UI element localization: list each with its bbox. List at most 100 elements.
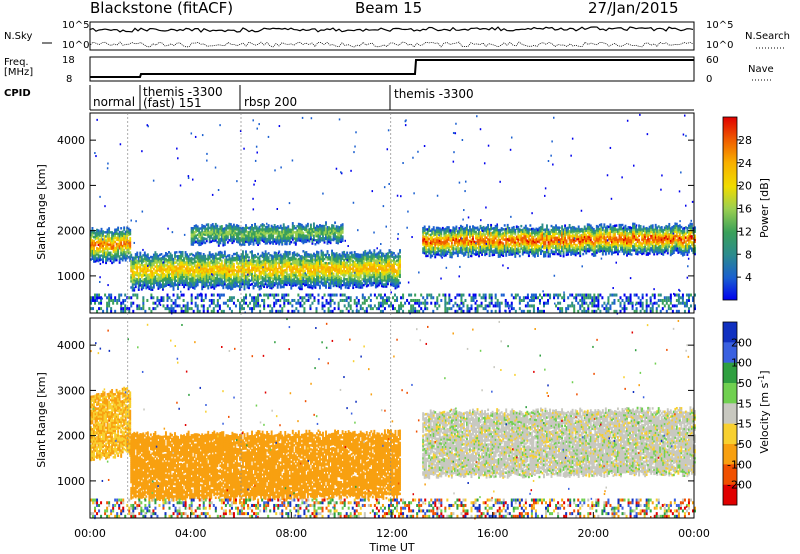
heatmap-cell: [154, 271, 157, 274]
heatmap-cell: [94, 237, 97, 241]
heatmap-cell: [114, 255, 117, 258]
heatmap-cell: [140, 284, 143, 287]
heatmap-cell: [140, 269, 143, 273]
heatmap-cell: [137, 262, 140, 265]
heatmap-cell: [164, 284, 167, 287]
heatmap-cell: [334, 221, 337, 224]
heatmap-cell: [106, 230, 109, 234]
nsky-panel: 10^5 10^0 10^5 10^0: [42, 20, 786, 51]
heatmap-cell: [177, 287, 179, 291]
heatmap-cell: [350, 251, 353, 254]
heatmap-cell: [112, 260, 115, 264]
heatmap-cell: [108, 237, 111, 240]
heatmap-cell: [129, 243, 132, 246]
heatmap-cell: [148, 265, 151, 268]
heatmap-cell: [242, 250, 244, 253]
heatmap-cell: [130, 278, 133, 281]
heatmap-cell: [134, 261, 137, 264]
heatmap-cell: [149, 263, 152, 267]
heatmap-cell: [124, 257, 127, 260]
heatmap-cell: [134, 281, 137, 285]
heatmap-cell: [229, 223, 232, 226]
heatmap-cell: [102, 242, 104, 245]
heatmap-cell: [164, 258, 167, 261]
heatmap-cell: [124, 238, 127, 242]
heatmap-cell: [171, 278, 173, 282]
heatmap-cell: [139, 265, 142, 269]
heatmap-cell: [124, 253, 127, 256]
heatmap-cell: [161, 267, 164, 271]
heatmap-cell: [174, 279, 176, 283]
heatmap-cell: [177, 273, 179, 276]
heatmap-cell: [94, 254, 97, 257]
heatmap-cell: [124, 232, 127, 236]
heatmap-cell: [155, 255, 158, 258]
heatmap-cell: [112, 244, 115, 247]
heatmap-cell: [126, 234, 129, 238]
heatmap-cell: [177, 269, 179, 272]
heatmap-cell: [120, 233, 123, 236]
heatmap-cell: [99, 238, 101, 241]
heatmap-cell: [131, 280, 134, 284]
heatmap-cell: [163, 279, 166, 282]
heatmap-cell: [154, 255, 157, 258]
heatmap-cell: [127, 239, 130, 243]
heatmap-cell: [108, 233, 111, 236]
heatmap-cell: [175, 261, 178, 264]
heatmap-cell: [118, 243, 121, 246]
heatmap-cell: [154, 257, 157, 260]
heatmap-cell: [108, 239, 111, 242]
heatmap-cell: [146, 275, 149, 279]
heatmap-cell: [129, 232, 132, 236]
heatmap-cell: [103, 241, 106, 244]
heatmap-cell: [248, 256, 250, 259]
heatmap-cell: [157, 260, 160, 264]
heatmap-cell: [133, 262, 136, 266]
heatmap-cell: [117, 232, 120, 236]
heatmap-cell: [145, 258, 148, 261]
heatmap-cell: [133, 270, 136, 274]
heatmap-cell: [152, 286, 155, 289]
heatmap-cell: [118, 257, 121, 260]
heatmap-cell: [151, 282, 154, 285]
heatmap-cell: [175, 279, 178, 283]
heatmap-cell: [112, 238, 115, 241]
heatmap-cell: [97, 229, 100, 232]
heatmap-cell: [148, 261, 151, 264]
heatmap-cell: [172, 286, 175, 289]
heatmap-cell: [139, 278, 142, 281]
nave-label: Nave: [748, 64, 774, 75]
heatmap-cell: [99, 242, 101, 245]
heatmap-cell: [99, 240, 101, 243]
heatmap-cell: [111, 243, 114, 246]
heatmap-cell: [172, 259, 175, 263]
heatmap-cell: [96, 236, 98, 240]
heatmap-cell: [157, 285, 160, 288]
heatmap-cell: [129, 237, 132, 240]
heatmap-cell: [164, 260, 167, 263]
heatmap-cell: [142, 284, 145, 288]
heatmap-cell: [139, 267, 142, 271]
heatmap-cell: [131, 266, 134, 270]
heatmap-cell: [106, 246, 109, 250]
heatmap-cell: [137, 272, 140, 275]
heatmap-cell: [151, 272, 154, 275]
heatmap-cell: [161, 263, 164, 267]
heatmap-cell: [114, 252, 117, 256]
heatmap-cell: [91, 231, 94, 234]
heatmap-cell: [118, 255, 121, 258]
heatmap-cell: [264, 250, 267, 253]
heatmap-cell: [96, 247, 98, 250]
heatmap-cell: [154, 277, 157, 281]
heatmap-cell: [171, 258, 173, 261]
heatmap-cell: [112, 232, 115, 235]
heatmap-cell: [163, 283, 166, 286]
heatmap-cell: [426, 254, 429, 258]
heatmap-cell: [127, 241, 130, 245]
heatmap-cell: [155, 265, 158, 268]
heatmap-cell: [123, 242, 126, 246]
heatmap-cell: [178, 267, 181, 270]
heatmap-cell: [251, 223, 253, 227]
heatmap-cell: [148, 275, 151, 278]
heatmap-cell: [102, 256, 104, 260]
